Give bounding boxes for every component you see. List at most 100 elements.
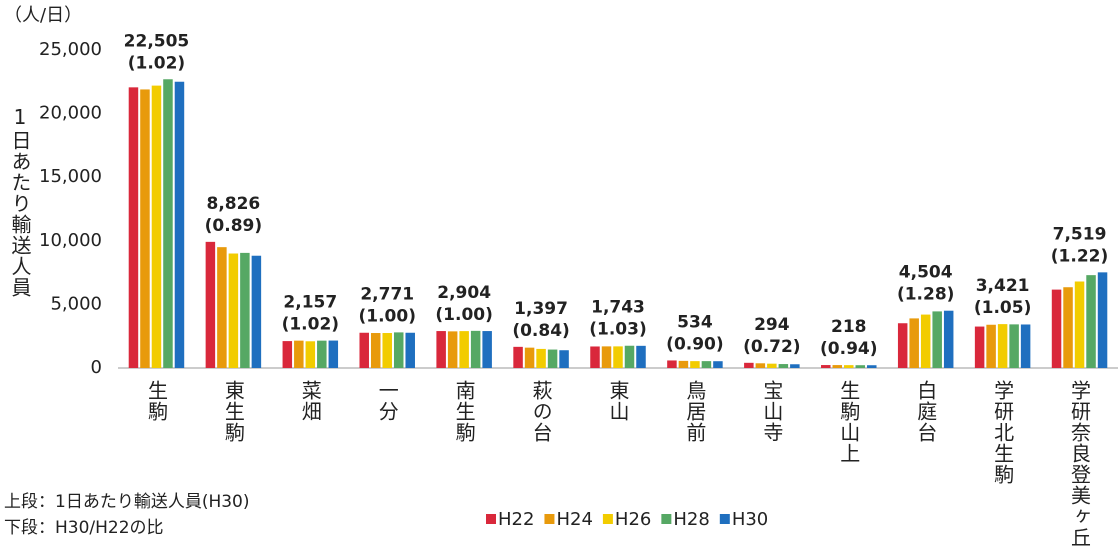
bar (613, 346, 623, 368)
x-tick-label: 鳥居前 (683, 380, 707, 443)
bar (997, 324, 1008, 368)
bar (470, 330, 481, 368)
data-label: 1,743 (591, 298, 645, 318)
bar (713, 361, 723, 368)
legend-swatch (719, 514, 730, 524)
bar (559, 350, 569, 368)
x-tick-label: 宝山寺 (760, 380, 784, 443)
bar (867, 365, 877, 368)
ratio-label: (0.89) (205, 216, 262, 236)
bar (897, 323, 908, 368)
bar (1097, 272, 1108, 368)
bar (590, 346, 600, 368)
ratio-label: (1.22) (1051, 246, 1108, 266)
x-tick-label: 南生駒 (452, 380, 476, 443)
bar (163, 79, 173, 369)
bar (601, 346, 612, 368)
note: 上段：1日あたり輸送人員(H30) (4, 492, 250, 512)
data-label: 294 (754, 315, 790, 335)
y-tick-label: 15,000 (39, 166, 102, 187)
ratio-label: (1.03) (589, 320, 646, 340)
bar (536, 348, 546, 368)
legend-swatch (661, 514, 672, 524)
bar (1051, 289, 1062, 368)
legend-label: H26 (615, 509, 651, 530)
bar (1074, 281, 1085, 368)
ratio-label: (1.28) (897, 285, 954, 305)
bar (932, 311, 942, 368)
bar (832, 365, 843, 368)
bar (482, 331, 492, 368)
legend-label: H30 (732, 509, 768, 530)
bar (328, 340, 339, 368)
data-label: 3,421 (976, 276, 1030, 296)
x-tick-label: 東生駒 (221, 380, 245, 443)
bar (359, 332, 369, 368)
legend-swatch (602, 514, 613, 524)
x-tick-label: 学研奈良登美ヶ丘 (1068, 380, 1092, 546)
bar (624, 345, 635, 368)
y-tick-label: 5,000 (50, 293, 102, 314)
y-tick-label: 10,000 (39, 230, 102, 251)
bar (405, 332, 415, 368)
x-tick-label: 生駒 (144, 380, 168, 422)
bar (855, 365, 866, 368)
bar (251, 255, 262, 368)
x-tick-label: 生駒山上 (837, 380, 861, 464)
bar (174, 81, 185, 369)
data-label: 534 (677, 312, 713, 332)
ratio-label: (1.00) (358, 306, 415, 326)
ratio-label: (1.00) (435, 305, 492, 325)
ratio-label: (0.72) (743, 337, 800, 357)
ratio-label: (1.05) (974, 298, 1031, 318)
bar (459, 331, 469, 368)
legend-label: H28 (673, 509, 709, 530)
bar (128, 87, 139, 368)
x-tick-label: 菜畑 (298, 380, 322, 422)
bar (240, 252, 250, 368)
bar (1063, 287, 1073, 368)
data-label: 2,904 (437, 283, 491, 303)
data-label: 22,505 (124, 31, 190, 51)
ratio-label: (0.84) (512, 321, 569, 341)
bar (821, 365, 831, 368)
bar (678, 360, 689, 368)
x-tick-label: 学研北生駒 (991, 380, 1015, 485)
bar (974, 326, 985, 368)
bar (151, 85, 162, 368)
legend-label: H22 (498, 509, 534, 530)
y-tick-label: 20,000 (39, 103, 102, 124)
ratio-label: (0.94) (820, 339, 877, 359)
bar (436, 331, 446, 368)
y-tick-label: 0 (91, 357, 102, 378)
bar (790, 364, 800, 368)
legend-swatch (486, 514, 496, 524)
x-tick-label: 一分 (375, 380, 399, 422)
bar (370, 333, 381, 368)
bar (513, 346, 523, 368)
bar (1020, 324, 1031, 368)
bar (524, 347, 535, 368)
bar (282, 341, 293, 368)
bar (920, 314, 931, 368)
data-label: 7,519 (1053, 224, 1107, 244)
bar (447, 331, 458, 368)
legend-label: H24 (556, 509, 592, 530)
bar (140, 89, 150, 368)
bar (767, 363, 777, 368)
bar (909, 318, 919, 368)
legend-swatch (544, 514, 555, 524)
ratio-label: (1.02) (282, 315, 339, 335)
bar (317, 340, 327, 368)
bar (205, 241, 216, 368)
data-label: 2,771 (360, 284, 414, 304)
note: 下段：H30/H22の比 (4, 518, 164, 538)
data-label: 2,157 (283, 293, 337, 313)
bar (1086, 275, 1096, 368)
ratio-label: (1.02) (128, 53, 185, 73)
x-tick-label: 萩の台 (529, 380, 553, 443)
bar (636, 345, 646, 368)
x-tick-label: 白庭台 (914, 380, 938, 443)
ratio-label: (0.90) (666, 334, 723, 354)
bar (382, 333, 392, 368)
